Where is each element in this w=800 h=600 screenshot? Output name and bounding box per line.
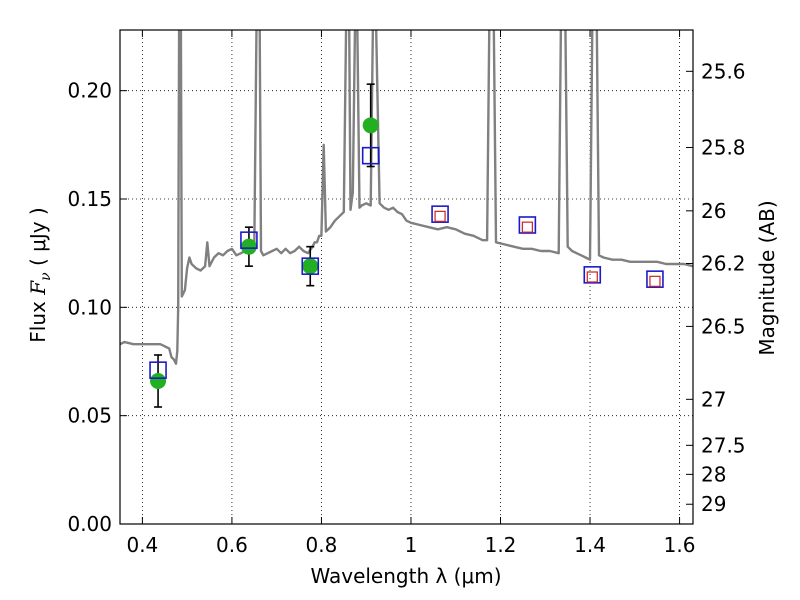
- y2-tick-label: 27.5: [701, 433, 746, 457]
- observed-flux-point: [362, 117, 379, 134]
- x-tick-label: 1.6: [664, 533, 696, 557]
- model-photometry-square: [240, 231, 258, 249]
- inner-photometry-square: [649, 275, 661, 287]
- y2-tick-label: 29: [701, 492, 726, 516]
- y-axis-title-subscript: ν: [38, 272, 54, 281]
- y2-tick-label: 25.6: [701, 59, 746, 83]
- observed-flux-point: [240, 238, 257, 255]
- y-axis-title-suffix: ( μJy ): [26, 207, 50, 272]
- y-tick-label: 0.15: [67, 187, 112, 211]
- model-photometry-series: [149, 146, 664, 379]
- y2-tick-label: 26.5: [701, 314, 746, 338]
- x-tick-label: 0.6: [216, 533, 248, 557]
- model-photometry-square: [361, 146, 380, 165]
- plot-frame: [119, 29, 694, 525]
- model-photometry-square: [149, 361, 167, 379]
- model-photometry-square: [518, 216, 537, 234]
- observed-flux-point: [302, 258, 319, 275]
- inner-photometry-square: [586, 271, 598, 283]
- x-tick-label: 0.8: [306, 533, 338, 557]
- x-axis-ticks: 0.4 0.6 0.8 1 1.2 1.4 1.6: [126, 30, 695, 557]
- y2-tick-label: 27: [701, 387, 726, 411]
- y2-axis-ticks: 25.6 25.8 26 26.2 26.5 27 27.5 28 29: [686, 59, 746, 516]
- y2-tick-label: 25.8: [701, 135, 746, 159]
- grid-lines: [120, 30, 693, 525]
- y-tick-label: 0.05: [67, 404, 112, 428]
- x-axis-title: Wavelength λ (μm): [310, 564, 501, 588]
- observed-flux-point: [150, 373, 167, 389]
- y-axis-title-prefix: Flux: [26, 295, 50, 343]
- model-photometry-square: [646, 270, 664, 288]
- observed-flux-series: [150, 117, 379, 389]
- x-tick-label: 1.4: [574, 533, 606, 557]
- x-tick-label: 1: [405, 533, 418, 557]
- y-axis-title: Flux Fν ( μJy ): [26, 207, 54, 342]
- y-tick-label: 0.10: [67, 295, 112, 319]
- y2-axis-title: Magnitude (AB): [755, 200, 779, 355]
- y-tick-label: 0.00: [67, 512, 112, 536]
- y2-tick-label: 28: [701, 462, 726, 486]
- model-photometry-square: [301, 257, 320, 275]
- model-photometry-square: [583, 266, 602, 284]
- x-tick-label: 0.4: [126, 533, 158, 557]
- inner-photometry-square: [521, 221, 533, 233]
- sed-model-line: [120, 30, 693, 365]
- error-bars: [154, 83, 375, 408]
- y-axis-ticks: 0.00 0.05 0.10 0.15 0.20: [67, 79, 127, 536]
- inner-photometry-series: [434, 210, 661, 287]
- x-tick-label: 1.2: [485, 533, 517, 557]
- sed-model-series: [120, 30, 693, 365]
- model-photometry-square: [431, 205, 449, 223]
- y-axis-title-symbol: F: [26, 280, 50, 296]
- inner-photometry-square: [434, 210, 446, 222]
- y2-tick-label: 26: [701, 199, 726, 223]
- y2-tick-label: 26.2: [701, 252, 746, 276]
- y-tick-label: 0.20: [67, 79, 112, 103]
